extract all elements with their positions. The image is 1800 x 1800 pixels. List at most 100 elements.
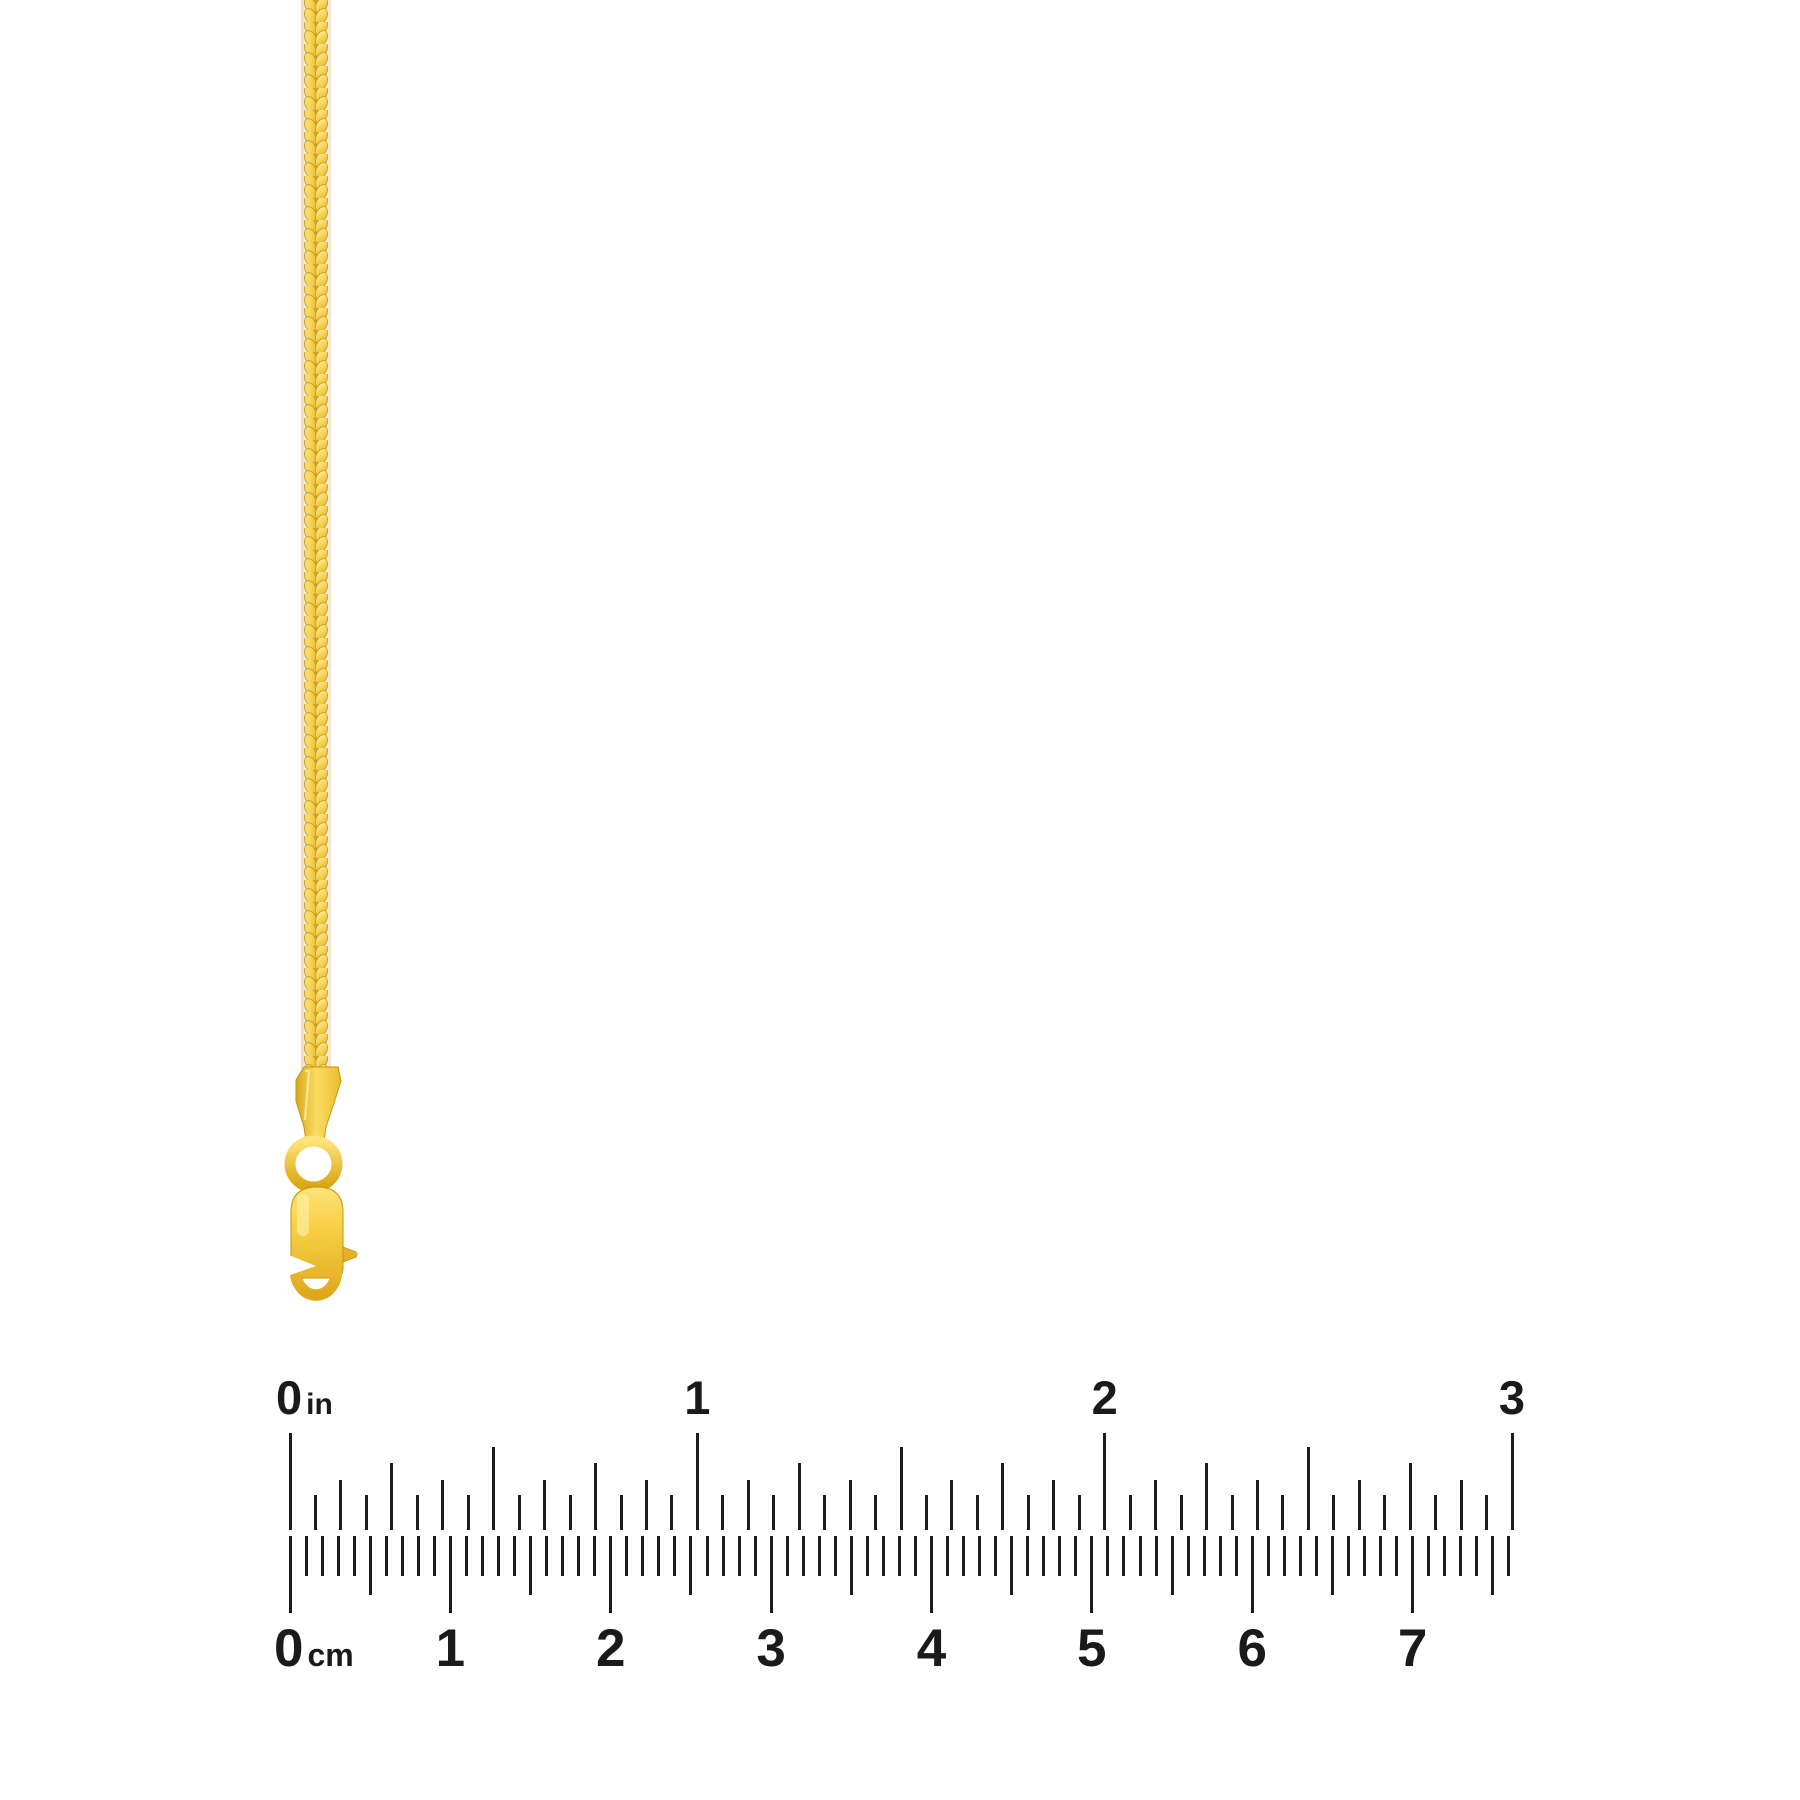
- tick: [1266, 1536, 1270, 1576]
- tick: [1475, 1536, 1479, 1576]
- tick: [865, 1536, 869, 1576]
- tick: [899, 1447, 903, 1530]
- tick: [1443, 1536, 1447, 1576]
- tick: [1427, 1536, 1431, 1576]
- tick: [545, 1536, 549, 1576]
- tick: [1332, 1495, 1336, 1530]
- tick: [339, 1480, 343, 1530]
- tick: [746, 1480, 750, 1530]
- tick: [1408, 1463, 1412, 1530]
- tick: [721, 1536, 725, 1576]
- tick: [797, 1463, 801, 1530]
- tick: [1202, 1536, 1206, 1576]
- ruler-cm-label-1: 1: [435, 1619, 466, 1678]
- tick: [619, 1495, 623, 1530]
- tick: [441, 1480, 445, 1530]
- tick: [641, 1536, 645, 1576]
- ruler-cm-zero-label: 0 cm: [274, 1622, 354, 1675]
- tick: [568, 1495, 572, 1530]
- ruler-cm-label-3: 3: [756, 1619, 786, 1678]
- tick: [1186, 1536, 1190, 1576]
- tick: [950, 1480, 954, 1530]
- ruler-cm-label-5: 5: [1077, 1619, 1107, 1678]
- tick: [1255, 1480, 1259, 1530]
- ruler-inch-zero-label: 0 in: [276, 1374, 333, 1421]
- cm-unit-label: cm: [307, 1637, 354, 1673]
- tick: [1154, 1480, 1158, 1530]
- clasp-assembly: [276, 1066, 358, 1301]
- tick: [721, 1495, 725, 1530]
- tick: [336, 1536, 340, 1576]
- tick: [1122, 1536, 1126, 1576]
- tick: [1205, 1463, 1208, 1530]
- tick: [1282, 1536, 1286, 1576]
- ruler-cm-label-7: 7: [1397, 1619, 1428, 1678]
- clasp-opening: [276, 1250, 316, 1280]
- tick: [288, 1536, 292, 1613]
- tick: [1179, 1495, 1183, 1530]
- tick: [464, 1536, 468, 1576]
- tick: [320, 1536, 324, 1576]
- tick: [1001, 1463, 1005, 1530]
- cm-zero-number: 0: [274, 1619, 304, 1678]
- tick: [849, 1536, 853, 1595]
- tick: [913, 1536, 917, 1576]
- tick: [480, 1536, 484, 1576]
- tick: [561, 1536, 565, 1576]
- tick: [930, 1536, 933, 1613]
- tick: [1154, 1536, 1158, 1576]
- tick: [946, 1536, 949, 1576]
- tick: [448, 1536, 452, 1613]
- tick: [1510, 1433, 1514, 1530]
- tick: [1103, 1433, 1107, 1530]
- tick: [432, 1536, 436, 1576]
- tick: [689, 1536, 693, 1595]
- tick: [1507, 1536, 1511, 1576]
- tick: [785, 1536, 789, 1576]
- tick: [1363, 1536, 1366, 1576]
- tick: [368, 1536, 372, 1595]
- tick: [625, 1536, 629, 1576]
- tick: [670, 1495, 674, 1530]
- tick: [1010, 1536, 1014, 1595]
- tick: [848, 1480, 852, 1530]
- tick: [314, 1495, 317, 1530]
- tick: [1485, 1495, 1488, 1530]
- tick: [492, 1447, 496, 1530]
- gold-chain-image: [301, 0, 331, 1069]
- tick: [1250, 1536, 1254, 1613]
- tick: [897, 1536, 901, 1576]
- tick: [466, 1495, 470, 1530]
- tick: [925, 1495, 928, 1530]
- tick: [874, 1495, 877, 1530]
- tick: [384, 1536, 388, 1576]
- tick: [517, 1495, 521, 1530]
- ruler-inch-label-1: 1: [684, 1371, 711, 1424]
- tick: [1459, 1480, 1463, 1530]
- tick: [1234, 1536, 1238, 1576]
- tick: [801, 1536, 805, 1576]
- tick: [609, 1536, 613, 1613]
- tick: [833, 1536, 837, 1576]
- inch-zero-number: 0: [276, 1371, 303, 1424]
- inch-unit-label: in: [306, 1388, 333, 1421]
- tick: [1411, 1536, 1415, 1613]
- tick: [1138, 1536, 1142, 1576]
- tick: [1281, 1495, 1285, 1530]
- tick: [304, 1536, 308, 1576]
- tick: [1230, 1495, 1234, 1530]
- tick: [978, 1536, 982, 1576]
- tick: [352, 1536, 356, 1576]
- tick: [962, 1536, 966, 1576]
- tick: [881, 1536, 885, 1576]
- tick: [1090, 1536, 1094, 1613]
- ruler-cm-label-4: 4: [916, 1619, 947, 1678]
- tick: [823, 1495, 827, 1530]
- tick: [577, 1536, 581, 1576]
- tick: [1346, 1536, 1350, 1576]
- tick: [543, 1480, 547, 1530]
- tick: [1052, 1480, 1056, 1530]
- tick: [753, 1536, 757, 1576]
- tick: [1074, 1536, 1078, 1576]
